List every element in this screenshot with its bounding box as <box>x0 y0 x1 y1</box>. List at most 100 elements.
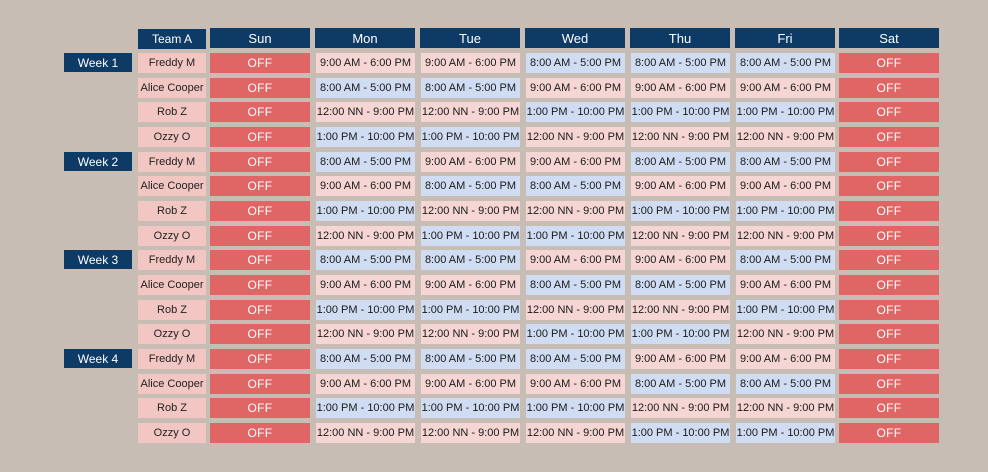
off-cell: OFF <box>210 201 310 221</box>
shift-cell: 8:00 AM - 5:00 PM <box>421 349 520 369</box>
off-cell: OFF <box>839 374 939 394</box>
shift-cell: 8:00 AM - 5:00 PM <box>736 53 835 73</box>
off-cell: OFF <box>839 176 939 196</box>
shift-cell: 12:00 NN - 9:00 PM <box>421 324 520 344</box>
shift-cell: 12:00 NN - 9:00 PM <box>526 300 625 320</box>
employee-name: Rob Z <box>138 398 206 418</box>
shift-cell: 12:00 NN - 9:00 PM <box>316 226 415 246</box>
shift-cell: 8:00 AM - 5:00 PM <box>526 53 625 73</box>
off-cell: OFF <box>210 53 310 73</box>
day-header-mon: Mon <box>315 28 415 48</box>
off-cell: OFF <box>210 398 310 418</box>
shift-cell: 9:00 AM - 6:00 PM <box>316 53 415 73</box>
shift-cell: 8:00 AM - 5:00 PM <box>316 78 415 98</box>
off-cell: OFF <box>839 226 939 246</box>
shift-cell: 12:00 NN - 9:00 PM <box>316 324 415 344</box>
employee-name: Ozzy O <box>138 324 206 344</box>
shift-cell: 12:00 NN - 9:00 PM <box>526 423 625 443</box>
shift-cell: 9:00 AM - 6:00 PM <box>736 176 835 196</box>
shift-cell: 9:00 AM - 6:00 PM <box>421 53 520 73</box>
shift-cell: 12:00 NN - 9:00 PM <box>421 423 520 443</box>
off-cell: OFF <box>210 423 310 443</box>
shift-cell: 9:00 AM - 6:00 PM <box>316 374 415 394</box>
shift-cell: 12:00 NN - 9:00 PM <box>526 201 625 221</box>
shift-cell: 9:00 AM - 6:00 PM <box>631 78 730 98</box>
off-cell: OFF <box>210 152 310 172</box>
shift-cell: 1:00 PM - 10:00 PM <box>631 201 730 221</box>
employee-name: Rob Z <box>138 102 206 122</box>
shift-cell: 9:00 AM - 6:00 PM <box>526 78 625 98</box>
shift-cell: 8:00 AM - 5:00 PM <box>421 250 520 270</box>
shift-cell: 8:00 AM - 5:00 PM <box>526 275 625 295</box>
shift-cell: 8:00 AM - 5:00 PM <box>316 250 415 270</box>
employee-name: Alice Cooper <box>138 176 206 196</box>
employee-name: Freddy M <box>138 250 206 270</box>
shift-cell: 8:00 AM - 5:00 PM <box>631 53 730 73</box>
shift-cell: 9:00 AM - 6:00 PM <box>316 275 415 295</box>
shift-cell: 12:00 NN - 9:00 PM <box>736 127 835 147</box>
off-cell: OFF <box>839 102 939 122</box>
off-cell: OFF <box>839 423 939 443</box>
off-cell: OFF <box>839 324 939 344</box>
shift-cell: 12:00 NN - 9:00 PM <box>631 398 730 418</box>
day-header-tue: Tue <box>420 28 520 48</box>
week-label: Week 2 <box>64 152 132 171</box>
off-cell: OFF <box>210 374 310 394</box>
off-cell: OFF <box>839 275 939 295</box>
shift-cell: 8:00 AM - 5:00 PM <box>316 349 415 369</box>
off-cell: OFF <box>210 300 310 320</box>
shift-cell: 1:00 PM - 10:00 PM <box>421 300 520 320</box>
employee-name: Ozzy O <box>138 127 206 147</box>
off-cell: OFF <box>210 324 310 344</box>
shift-cell: 12:00 NN - 9:00 PM <box>631 300 730 320</box>
off-cell: OFF <box>210 102 310 122</box>
off-cell: OFF <box>839 250 939 270</box>
shift-cell: 9:00 AM - 6:00 PM <box>526 250 625 270</box>
shift-cell: 8:00 AM - 5:00 PM <box>736 250 835 270</box>
shift-cell: 8:00 AM - 5:00 PM <box>736 152 835 172</box>
off-cell: OFF <box>839 300 939 320</box>
shift-cell: 8:00 AM - 5:00 PM <box>631 152 730 172</box>
shift-cell: 9:00 AM - 6:00 PM <box>736 275 835 295</box>
shift-cell: 8:00 AM - 5:00 PM <box>736 374 835 394</box>
shift-cell: 1:00 PM - 10:00 PM <box>736 300 835 320</box>
shift-cell: 9:00 AM - 6:00 PM <box>736 349 835 369</box>
shift-cell: 1:00 PM - 10:00 PM <box>736 102 835 122</box>
off-cell: OFF <box>210 176 310 196</box>
shift-cell: 8:00 AM - 5:00 PM <box>631 275 730 295</box>
shift-cell: 9:00 AM - 6:00 PM <box>526 152 625 172</box>
off-cell: OFF <box>839 152 939 172</box>
shift-cell: 9:00 AM - 6:00 PM <box>631 176 730 196</box>
off-cell: OFF <box>210 275 310 295</box>
shift-cell: 1:00 PM - 10:00 PM <box>736 201 835 221</box>
shift-cell: 12:00 NN - 9:00 PM <box>316 423 415 443</box>
shift-cell: 12:00 NN - 9:00 PM <box>631 226 730 246</box>
week-label: Week 4 <box>64 349 132 368</box>
shift-cell: 8:00 AM - 5:00 PM <box>631 374 730 394</box>
shift-cell: 1:00 PM - 10:00 PM <box>526 324 625 344</box>
shift-cell: 8:00 AM - 5:00 PM <box>316 152 415 172</box>
shift-cell: 9:00 AM - 6:00 PM <box>421 152 520 172</box>
off-cell: OFF <box>839 78 939 98</box>
day-header-sat: Sat <box>839 28 939 48</box>
shift-cell: 8:00 AM - 5:00 PM <box>421 176 520 196</box>
shift-cell: 12:00 NN - 9:00 PM <box>421 201 520 221</box>
shift-cell: 8:00 AM - 5:00 PM <box>526 176 625 196</box>
shift-cell: 8:00 AM - 5:00 PM <box>526 349 625 369</box>
day-header-fri: Fri <box>735 28 835 48</box>
shift-cell: 12:00 NN - 9:00 PM <box>736 398 835 418</box>
off-cell: OFF <box>210 127 310 147</box>
off-cell: OFF <box>839 349 939 369</box>
shift-cell: 8:00 AM - 5:00 PM <box>421 78 520 98</box>
employee-name: Ozzy O <box>138 226 206 246</box>
shift-cell: 1:00 PM - 10:00 PM <box>526 226 625 246</box>
off-cell: OFF <box>839 127 939 147</box>
shift-cell: 1:00 PM - 10:00 PM <box>631 423 730 443</box>
employee-name: Alice Cooper <box>138 275 206 295</box>
week-label: Week 1 <box>64 53 132 72</box>
off-cell: OFF <box>210 78 310 98</box>
shift-cell: 9:00 AM - 6:00 PM <box>631 250 730 270</box>
shift-cell: 9:00 AM - 6:00 PM <box>736 78 835 98</box>
off-cell: OFF <box>839 53 939 73</box>
shift-cell: 1:00 PM - 10:00 PM <box>526 398 625 418</box>
